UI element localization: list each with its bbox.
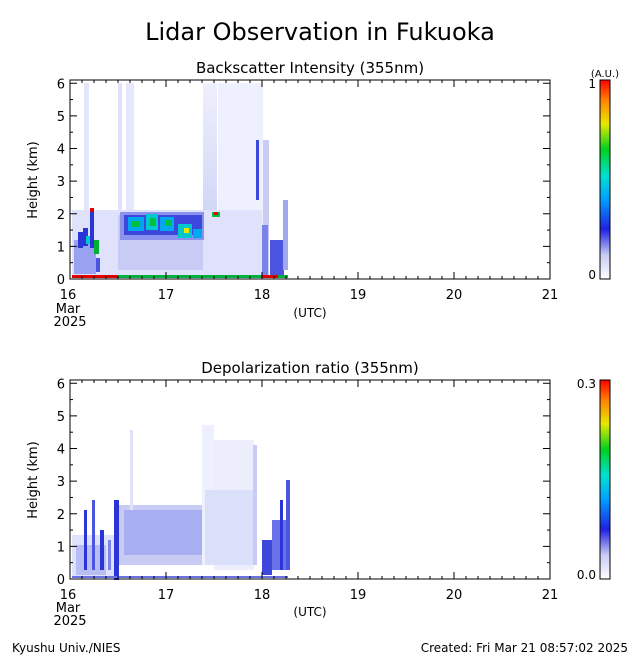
depolarization-title: Depolarization ratio (355nm)	[201, 359, 419, 377]
depolarization-xlabel-year: 2025	[53, 614, 86, 629]
depolarization-panel: Depolarization ratio (355nm) 16 17 18 19 20 2…	[26, 359, 611, 629]
x-tick-label: 17	[158, 288, 175, 303]
depolarization-xlabel-month: Mar	[56, 601, 81, 616]
y-tick-label: 2	[57, 208, 65, 223]
y-tick-label: 2	[57, 508, 65, 523]
depolarization-colorbar-min: 0.0	[577, 568, 596, 582]
x-tick-label: 19	[350, 288, 367, 303]
backscatter-xlabel: (UTC)	[293, 306, 326, 320]
backscatter-xlabel-year: 2025	[53, 315, 86, 330]
backscatter-yticks: 0 1 2 3 4 5 6	[57, 77, 550, 288]
y-tick-label: 1	[57, 240, 65, 255]
backscatter-ylabel: Height (km)	[26, 141, 41, 218]
y-tick-label: 4	[57, 443, 65, 458]
x-tick-label: 21	[542, 588, 559, 603]
x-tick-label: 21	[542, 288, 559, 303]
y-tick-label: 3	[57, 475, 65, 490]
footer-created: Created: Fri Mar 21 08:57:02 2025	[421, 641, 628, 655]
y-tick-label: 3	[57, 175, 65, 190]
footer-credit: Kyushu Univ./NIES	[12, 641, 120, 655]
y-tick-label: 5	[57, 110, 65, 125]
backscatter-colorbar: (A.U.) 1 0	[588, 69, 619, 282]
backscatter-colorbar-min: 0	[588, 268, 596, 282]
backscatter-image	[72, 83, 288, 278]
y-tick-label: 4	[57, 143, 65, 158]
backscatter-xticks: 16 17 18 19 20 21	[60, 80, 559, 303]
depolarization-xlabel: (UTC)	[293, 605, 326, 619]
depolarization-colorbar: 0.3 0.0	[577, 377, 611, 582]
backscatter-panel: Backscatter Intensity (355nm)	[26, 59, 619, 330]
depolarization-image	[72, 425, 290, 580]
x-tick-label: 20	[446, 588, 463, 603]
figure-title: Lidar Observation in Fukuoka	[145, 18, 495, 46]
x-tick-label: 18	[254, 588, 271, 603]
depolarization-yticks: 0 1 2 3 4 5 6	[57, 377, 550, 588]
x-tick-label: 18	[254, 288, 271, 303]
backscatter-colorbar-unit: (A.U.)	[591, 69, 619, 80]
y-tick-label: 0	[57, 273, 65, 288]
depolarization-colorbar-max: 0.3	[577, 377, 596, 391]
y-tick-label: 1	[57, 540, 65, 555]
depolarization-ylabel: Height (km)	[26, 441, 41, 518]
y-tick-label: 6	[57, 77, 65, 92]
x-tick-label: 16	[60, 588, 77, 603]
x-tick-label: 20	[446, 288, 463, 303]
x-tick-label: 16	[60, 288, 77, 303]
y-tick-label: 6	[57, 377, 65, 392]
backscatter-colorbar-max: 1	[588, 77, 596, 91]
y-tick-label: 5	[57, 410, 65, 425]
y-tick-label: 0	[57, 573, 65, 588]
depolarization-xticks: 16 17 18 19 20 21	[60, 380, 559, 603]
x-tick-label: 17	[158, 588, 175, 603]
backscatter-xlabel-month: Mar	[56, 302, 81, 317]
backscatter-title: Backscatter Intensity (355nm)	[196, 59, 424, 77]
x-tick-label: 19	[350, 588, 367, 603]
